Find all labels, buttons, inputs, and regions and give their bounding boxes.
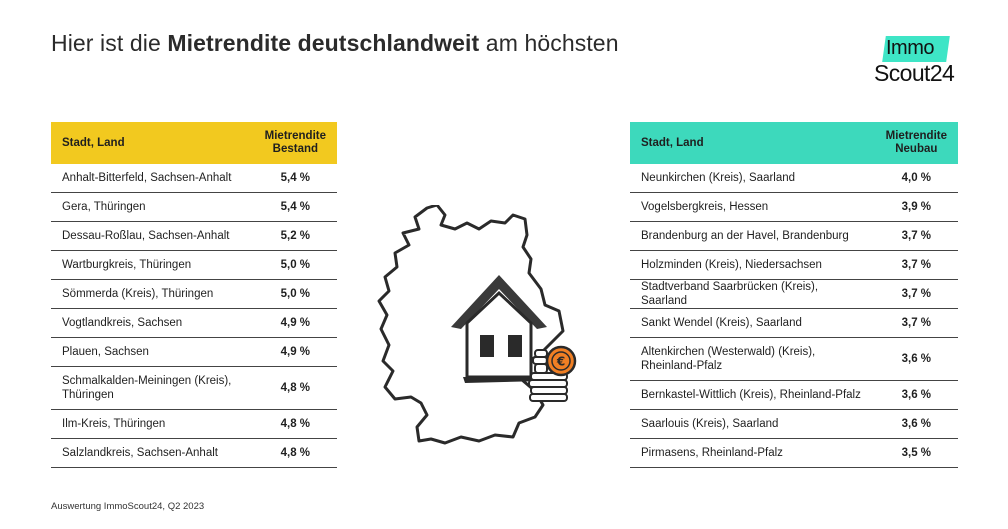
value-cell: 5,0 % bbox=[253, 279, 337, 309]
col-header-value: Mietrendite Neubau bbox=[874, 122, 958, 164]
place-cell: Bernkastel-Wittlich (Kreis), Rheinland-P… bbox=[630, 380, 875, 410]
value-cell: 4,8 % bbox=[253, 366, 337, 410]
table-row: Gera, Thüringen 5,4 % bbox=[51, 192, 337, 222]
value-cell: 5,2 % bbox=[253, 221, 337, 251]
place-cell: Wartburgkreis, Thüringen bbox=[51, 250, 254, 280]
value-cell: 5,4 % bbox=[253, 192, 337, 222]
table-row: Sömmerda (Kreis), Thüringen 5,0 % bbox=[51, 279, 337, 309]
place-cell: Brandenburg an der Havel, Brandenburg bbox=[630, 221, 875, 251]
place-cell: Salzlandkreis, Sachsen-Anhalt bbox=[51, 438, 254, 468]
value-cell: 4,8 % bbox=[253, 438, 337, 468]
source-note: Auswertung ImmoScout24, Q2 2023 bbox=[51, 501, 205, 512]
place-cell: Stadtverband Saarbrücken (Kreis), Saarla… bbox=[630, 279, 875, 309]
value-cell: 3,7 % bbox=[874, 308, 958, 338]
value-cell: 3,6 % bbox=[874, 380, 958, 410]
value-cell: 5,0 % bbox=[253, 250, 337, 280]
place-cell: Sömmerda (Kreis), Thüringen bbox=[51, 279, 254, 309]
value-cell: 4,9 % bbox=[253, 337, 337, 367]
place-cell: Neunkirchen (Kreis), Saarland bbox=[630, 164, 875, 193]
value-cell: 3,6 % bbox=[874, 337, 958, 381]
table-row: Bernkastel-Wittlich (Kreis), Rheinland-P… bbox=[630, 380, 958, 410]
table-row: Ilm-Kreis, Thüringen 4,8 % bbox=[51, 409, 337, 439]
table-row: Vogelsbergkreis, Hessen 3,9 % bbox=[630, 192, 958, 222]
value-cell: 3,7 % bbox=[874, 221, 958, 251]
table-row: Salzlandkreis, Sachsen-Anhalt 4,8 % bbox=[51, 438, 337, 468]
value-cell: 3,6 % bbox=[874, 409, 958, 439]
value-cell: 3,7 % bbox=[874, 279, 958, 309]
immoscout24-logo: Immo Scout24 bbox=[874, 36, 955, 86]
house-roof bbox=[451, 275, 547, 329]
table-row: Brandenburg an der Havel, Brandenburg 3,7… bbox=[630, 221, 958, 251]
place-cell: Dessau-Roßlau, Sachsen-Anhalt bbox=[51, 221, 254, 251]
table-row: Altenkirchen (Westerwald) (Kreis), Rhein… bbox=[630, 337, 958, 381]
value-cell: 3,5 % bbox=[874, 438, 958, 468]
germany-map-house-coins-icon: € bbox=[377, 205, 577, 445]
value-cell: 3,7 % bbox=[874, 250, 958, 280]
table-row: Wartburgkreis, Thüringen 5,0 % bbox=[51, 250, 337, 280]
col-header-place: Stadt, Land bbox=[630, 122, 875, 164]
svg-text:€: € bbox=[556, 355, 565, 369]
place-cell: Holzminden (Kreis), Niedersachsen bbox=[630, 250, 875, 280]
col-header-place: Stadt, Land bbox=[51, 122, 254, 164]
table-row: Vogtlandkreis, Sachsen 4,9 % bbox=[51, 308, 337, 338]
place-cell: Gera, Thüringen bbox=[51, 192, 254, 222]
col-header-value: Mietrendite Bestand bbox=[253, 122, 337, 164]
place-cell: Vogelsbergkreis, Hessen bbox=[630, 192, 875, 222]
place-cell: Sankt Wendel (Kreis), Saarland bbox=[630, 308, 875, 338]
table-row: Schmalkalden-Meiningen (Kreis), Thüringe… bbox=[51, 366, 337, 410]
place-cell: Anhalt-Bitterfeld, Sachsen-Anhalt bbox=[51, 164, 254, 193]
place-cell: Schmalkalden-Meiningen (Kreis), Thüringe… bbox=[51, 366, 254, 410]
table-row: Stadtverband Saarbrücken (Kreis), Saarla… bbox=[630, 279, 958, 309]
value-cell: 5,4 % bbox=[253, 164, 337, 193]
table-row: Anhalt-Bitterfeld, Sachsen-Anhalt 5,4 % bbox=[51, 164, 337, 193]
euro-coin-icon bbox=[545, 345, 577, 377]
table-row: Pirmasens, Rheinland-Pfalz 3,5 % bbox=[630, 438, 958, 468]
place-cell: Altenkirchen (Westerwald) (Kreis), Rhein… bbox=[630, 337, 875, 381]
value-cell: 4,8 % bbox=[253, 409, 337, 439]
coin-stack-icon bbox=[528, 349, 568, 402]
value-cell: 4,0 % bbox=[874, 164, 958, 193]
table-row: Saarlouis (Kreis), Saarland 3,6 % bbox=[630, 409, 958, 439]
place-cell: Plauen, Sachsen bbox=[51, 337, 254, 367]
house-window bbox=[480, 335, 494, 357]
table-bestand: Stadt, Land Mietrendite Bestand Anhalt-Bi… bbox=[51, 122, 337, 468]
table-row: Dessau-Roßlau, Sachsen-Anhalt 5,2 % bbox=[51, 221, 337, 251]
place-cell: Pirmasens, Rheinland-Pfalz bbox=[630, 438, 875, 468]
table-neubau: Stadt, Land Mietrendite Neubau Neunkirche… bbox=[630, 122, 958, 468]
table-row: Sankt Wendel (Kreis), Saarland 3,7 % bbox=[630, 308, 958, 338]
value-cell: 3,9 % bbox=[874, 192, 958, 222]
page-title: Hier ist die Mietrendite deutschlandweit… bbox=[51, 30, 619, 56]
place-cell: Ilm-Kreis, Thüringen bbox=[51, 409, 254, 439]
table-row: Neunkirchen (Kreis), Saarland 4,0 % bbox=[630, 164, 958, 193]
place-cell: Vogtlandkreis, Sachsen bbox=[51, 308, 254, 338]
value-cell: 4,9 % bbox=[253, 308, 337, 338]
table-row: Holzminden (Kreis), Niedersachsen 3,7 % bbox=[630, 250, 958, 280]
table-row: Plauen, Sachsen 4,9 % bbox=[51, 337, 337, 367]
house-window bbox=[508, 335, 522, 357]
place-cell: Saarlouis (Kreis), Saarland bbox=[630, 409, 875, 439]
